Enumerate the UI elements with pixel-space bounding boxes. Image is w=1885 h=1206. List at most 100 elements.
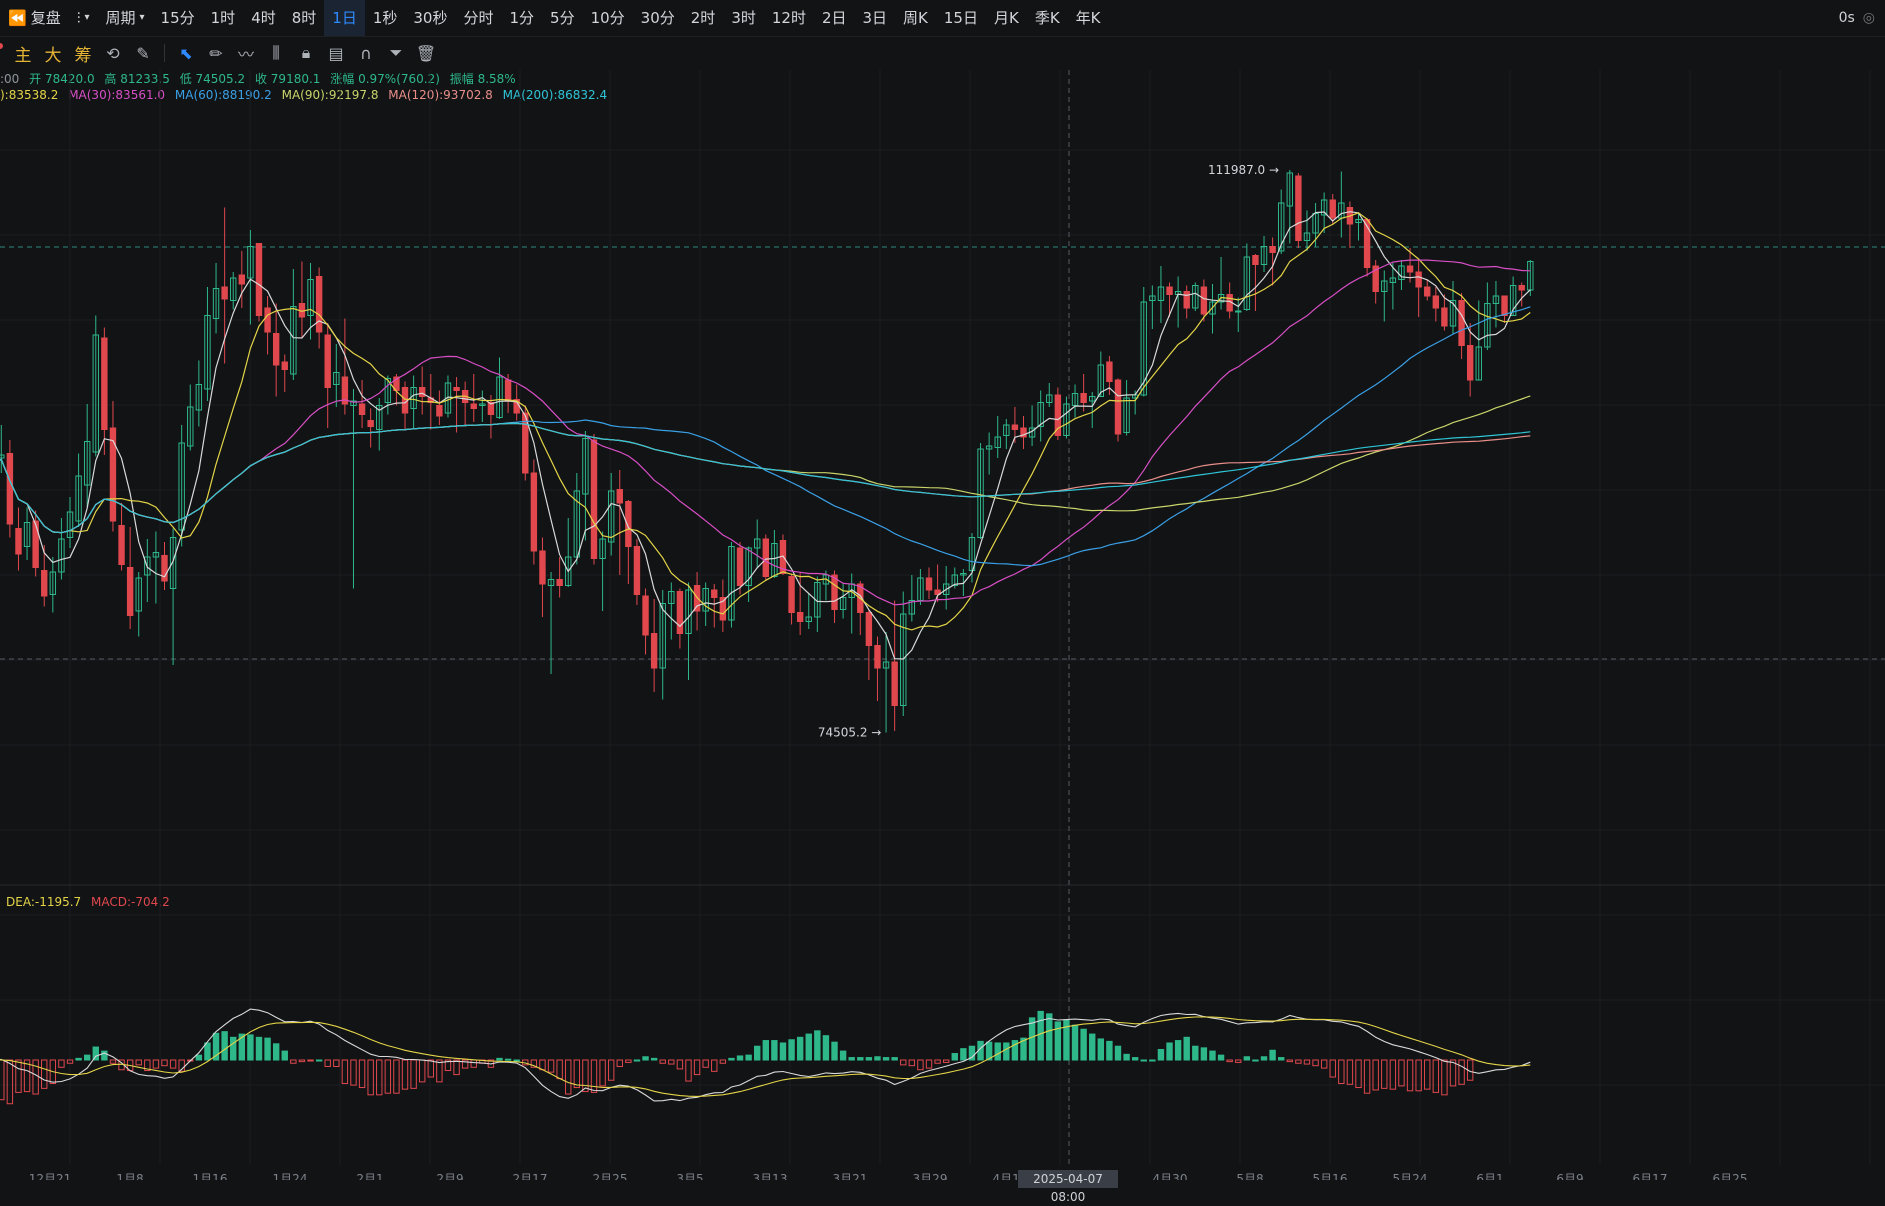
interval-tab[interactable]: 1时 <box>210 9 236 27</box>
interval-tab[interactable]: 15分 <box>160 9 195 27</box>
candle-body <box>607 490 615 543</box>
macd-bar <box>1235 1059 1242 1063</box>
interval-tab[interactable]: 年K <box>1075 9 1101 27</box>
candlestick-chart[interactable]: 111987.0 → 74505.2 → 12月21 1月8 1月16 1月24 2月1 2月… <box>0 0 1885 1180</box>
measure-icon[interactable]: ⫼ <box>272 43 280 62</box>
large-order-button[interactable]: 大 <box>44 45 62 66</box>
ma200-line <box>0 422 1531 534</box>
toolbar-divider <box>164 44 165 62</box>
macd-bar <box>762 1040 769 1061</box>
candle-body <box>796 612 804 622</box>
candle-body <box>1089 396 1096 402</box>
interval-tab[interactable]: 分时 <box>463 9 494 27</box>
macd-bar <box>1089 1033 1096 1061</box>
period-dropdown[interactable]: 周期 ▾ <box>98 0 153 36</box>
candle-body <box>152 552 160 558</box>
high-price-label: 111987.0 → <box>1208 163 1279 177</box>
candle-body <box>642 595 649 636</box>
candle-body <box>118 525 125 565</box>
interval-tab[interactable]: 1秒 <box>372 9 398 27</box>
interval-tab[interactable]: 月K <box>993 9 1019 27</box>
candle-body <box>874 645 881 669</box>
interval-tab[interactable]: 1日 <box>324 0 365 36</box>
interval-tab[interactable]: 2日 <box>821 9 847 27</box>
camera-icon[interactable]: ◎ <box>1862 10 1875 26</box>
chip-distribution-button[interactable]: 筹 <box>74 45 92 66</box>
candle-body <box>1106 361 1113 382</box>
interval-tab[interactable]: 季K <box>1034 9 1060 27</box>
interval-tab[interactable]: 8时 <box>291 9 317 27</box>
interval-tab[interactable]: 2时 <box>690 9 716 27</box>
interval-tab[interactable]: 30分 <box>640 9 675 27</box>
interval-tab[interactable]: 30秒 <box>413 9 448 27</box>
x-tick-label: 2月9 <box>436 1172 463 1180</box>
candle-body <box>333 372 340 385</box>
interval-tab[interactable]: 3时 <box>731 9 756 27</box>
indicator-settings-icon[interactable]: ⟲ <box>106 43 120 63</box>
interval-tab[interactable]: 周K <box>903 9 928 27</box>
magnet-icon[interactable]: ∩ <box>360 43 372 63</box>
candle-body <box>556 579 563 586</box>
macd-bar <box>419 1059 426 1083</box>
macd-bar <box>444 1059 452 1072</box>
interval-tab[interactable]: 15日 <box>943 9 978 27</box>
filter-icon[interactable]: ⏷ <box>389 43 403 62</box>
macd-bar <box>384 1059 392 1094</box>
macd-bar <box>453 1059 460 1076</box>
candle-body <box>1449 300 1457 327</box>
candle-body <box>573 490 581 558</box>
x-tick-label: 4月30 <box>1153 1172 1188 1180</box>
macd-bar <box>582 1059 589 1093</box>
interval-tab[interactable]: 4时 <box>251 9 276 27</box>
candle-body <box>384 378 392 403</box>
note-icon[interactable]: ▤ <box>328 43 344 63</box>
macd-bar <box>1312 1059 1319 1067</box>
candle-body <box>290 306 297 375</box>
macd-bar <box>693 1059 701 1076</box>
candle-body <box>1295 175 1302 241</box>
main-indicator-button[interactable]: 主 <box>14 45 32 66</box>
candle-body <box>788 576 795 613</box>
interval-tab[interactable]: 1分 <box>509 9 535 27</box>
high-value: 高 81233.5 <box>104 72 170 86</box>
interval-tab[interactable]: 3日 <box>862 9 888 27</box>
macd-bar <box>779 1042 787 1061</box>
candle-body <box>1389 277 1397 283</box>
candle-body <box>1475 346 1482 381</box>
interval-tab[interactable]: 10分 <box>590 9 625 27</box>
candlestick-icon: ⫶ <box>76 9 81 27</box>
candle-body <box>315 276 323 333</box>
macd-bar <box>805 1033 812 1061</box>
change-value: 涨幅 0.97%(760.2) <box>330 72 440 86</box>
candle-body <box>6 453 14 525</box>
macd-bar <box>238 1033 246 1061</box>
chart-type-dropdown[interactable]: ⫶ ▾ <box>69 0 98 36</box>
trend-line-icon[interactable]: 〰 <box>237 45 254 64</box>
macd-bar <box>1149 1059 1156 1062</box>
candle-body <box>522 412 529 474</box>
lock-icon[interactable]: 🔒︎ <box>301 43 311 62</box>
candle-body <box>1329 199 1336 219</box>
macd-bar <box>281 1050 288 1061</box>
candle-body <box>496 376 503 418</box>
macd-bar <box>101 1050 108 1061</box>
macd-bar <box>547 1059 555 1073</box>
candle-body <box>487 402 495 415</box>
interval-tab[interactable]: 5分 <box>550 9 575 27</box>
replay-button[interactable]: ⏪ 复盘 <box>0 0 69 36</box>
macd-bar <box>900 1059 907 1066</box>
cursor-icon[interactable]: ⬉ <box>179 43 193 63</box>
macd-bar <box>1320 1059 1328 1069</box>
macd-bar <box>951 1053 958 1061</box>
candle-body <box>126 567 134 616</box>
interval-tab[interactable]: 12时 <box>771 9 806 27</box>
candle-body <box>1243 256 1251 310</box>
brush-icon[interactable]: ✎ <box>136 43 150 63</box>
macd-bar <box>590 1059 598 1093</box>
macd-bar <box>376 1059 383 1096</box>
pencil-icon[interactable]: ✏ <box>209 43 223 63</box>
candle-body <box>1192 285 1199 309</box>
candle-body <box>908 600 916 615</box>
candle-body <box>547 579 555 586</box>
trash-icon[interactable]: 🗑︎ <box>415 43 437 63</box>
